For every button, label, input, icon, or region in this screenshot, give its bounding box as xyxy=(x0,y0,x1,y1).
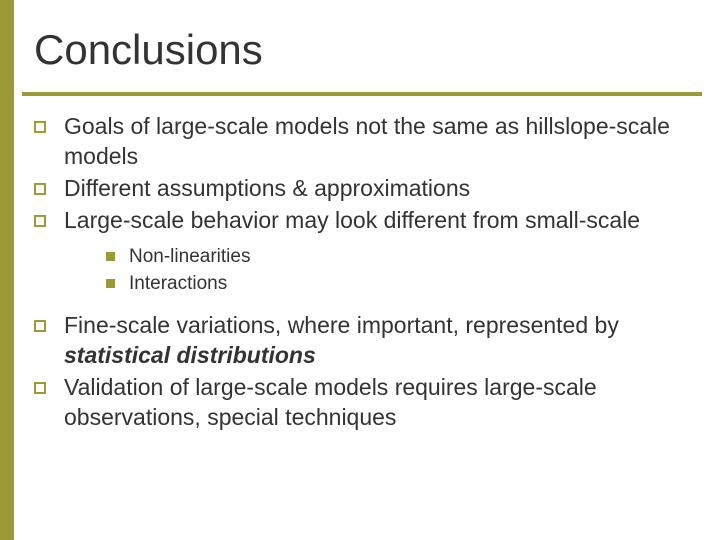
bullet-text: Goals of large-scale models not the same… xyxy=(64,112,694,172)
bullet-text: Different assumptions & approximations xyxy=(64,174,470,204)
bullet-item: Goals of large-scale models not the same… xyxy=(34,112,694,172)
bullet-item: Different assumptions & approximations xyxy=(34,174,694,204)
sub-list: Non-linearities Interactions xyxy=(106,244,694,297)
hollow-square-icon xyxy=(34,215,46,227)
content-area: Goals of large-scale models not the same… xyxy=(34,112,694,434)
sub-bullet-text: Non-linearities xyxy=(129,244,250,270)
sub-bullet-item: Interactions xyxy=(106,271,694,297)
title-underline xyxy=(22,92,702,96)
left-accent-strip xyxy=(0,0,14,540)
sub-bullet-item: Non-linearities xyxy=(106,244,694,270)
slide-title: Conclusions xyxy=(34,26,263,74)
bullet-item: Large-scale behavior may look different … xyxy=(34,206,694,236)
bullet-text-emphasis: statistical distributions xyxy=(64,342,316,368)
hollow-square-icon xyxy=(34,320,46,332)
sub-bullet-text: Interactions xyxy=(129,271,227,297)
filled-square-icon xyxy=(106,279,115,288)
filled-square-icon xyxy=(106,252,115,261)
bullet-text: Large-scale behavior may look different … xyxy=(64,206,640,236)
hollow-square-icon xyxy=(34,382,46,394)
bullet-text-prefix: Fine-scale variations, where important, … xyxy=(64,312,619,338)
bullet-text: Fine-scale variations, where important, … xyxy=(64,311,694,371)
slide: Conclusions Goals of large-scale models … xyxy=(0,0,720,540)
bullet-item: Validation of large-scale models require… xyxy=(34,373,694,433)
bullet-item: Fine-scale variations, where important, … xyxy=(34,311,694,371)
hollow-square-icon xyxy=(34,183,46,195)
bullet-text: Validation of large-scale models require… xyxy=(64,373,694,433)
hollow-square-icon xyxy=(34,121,46,133)
